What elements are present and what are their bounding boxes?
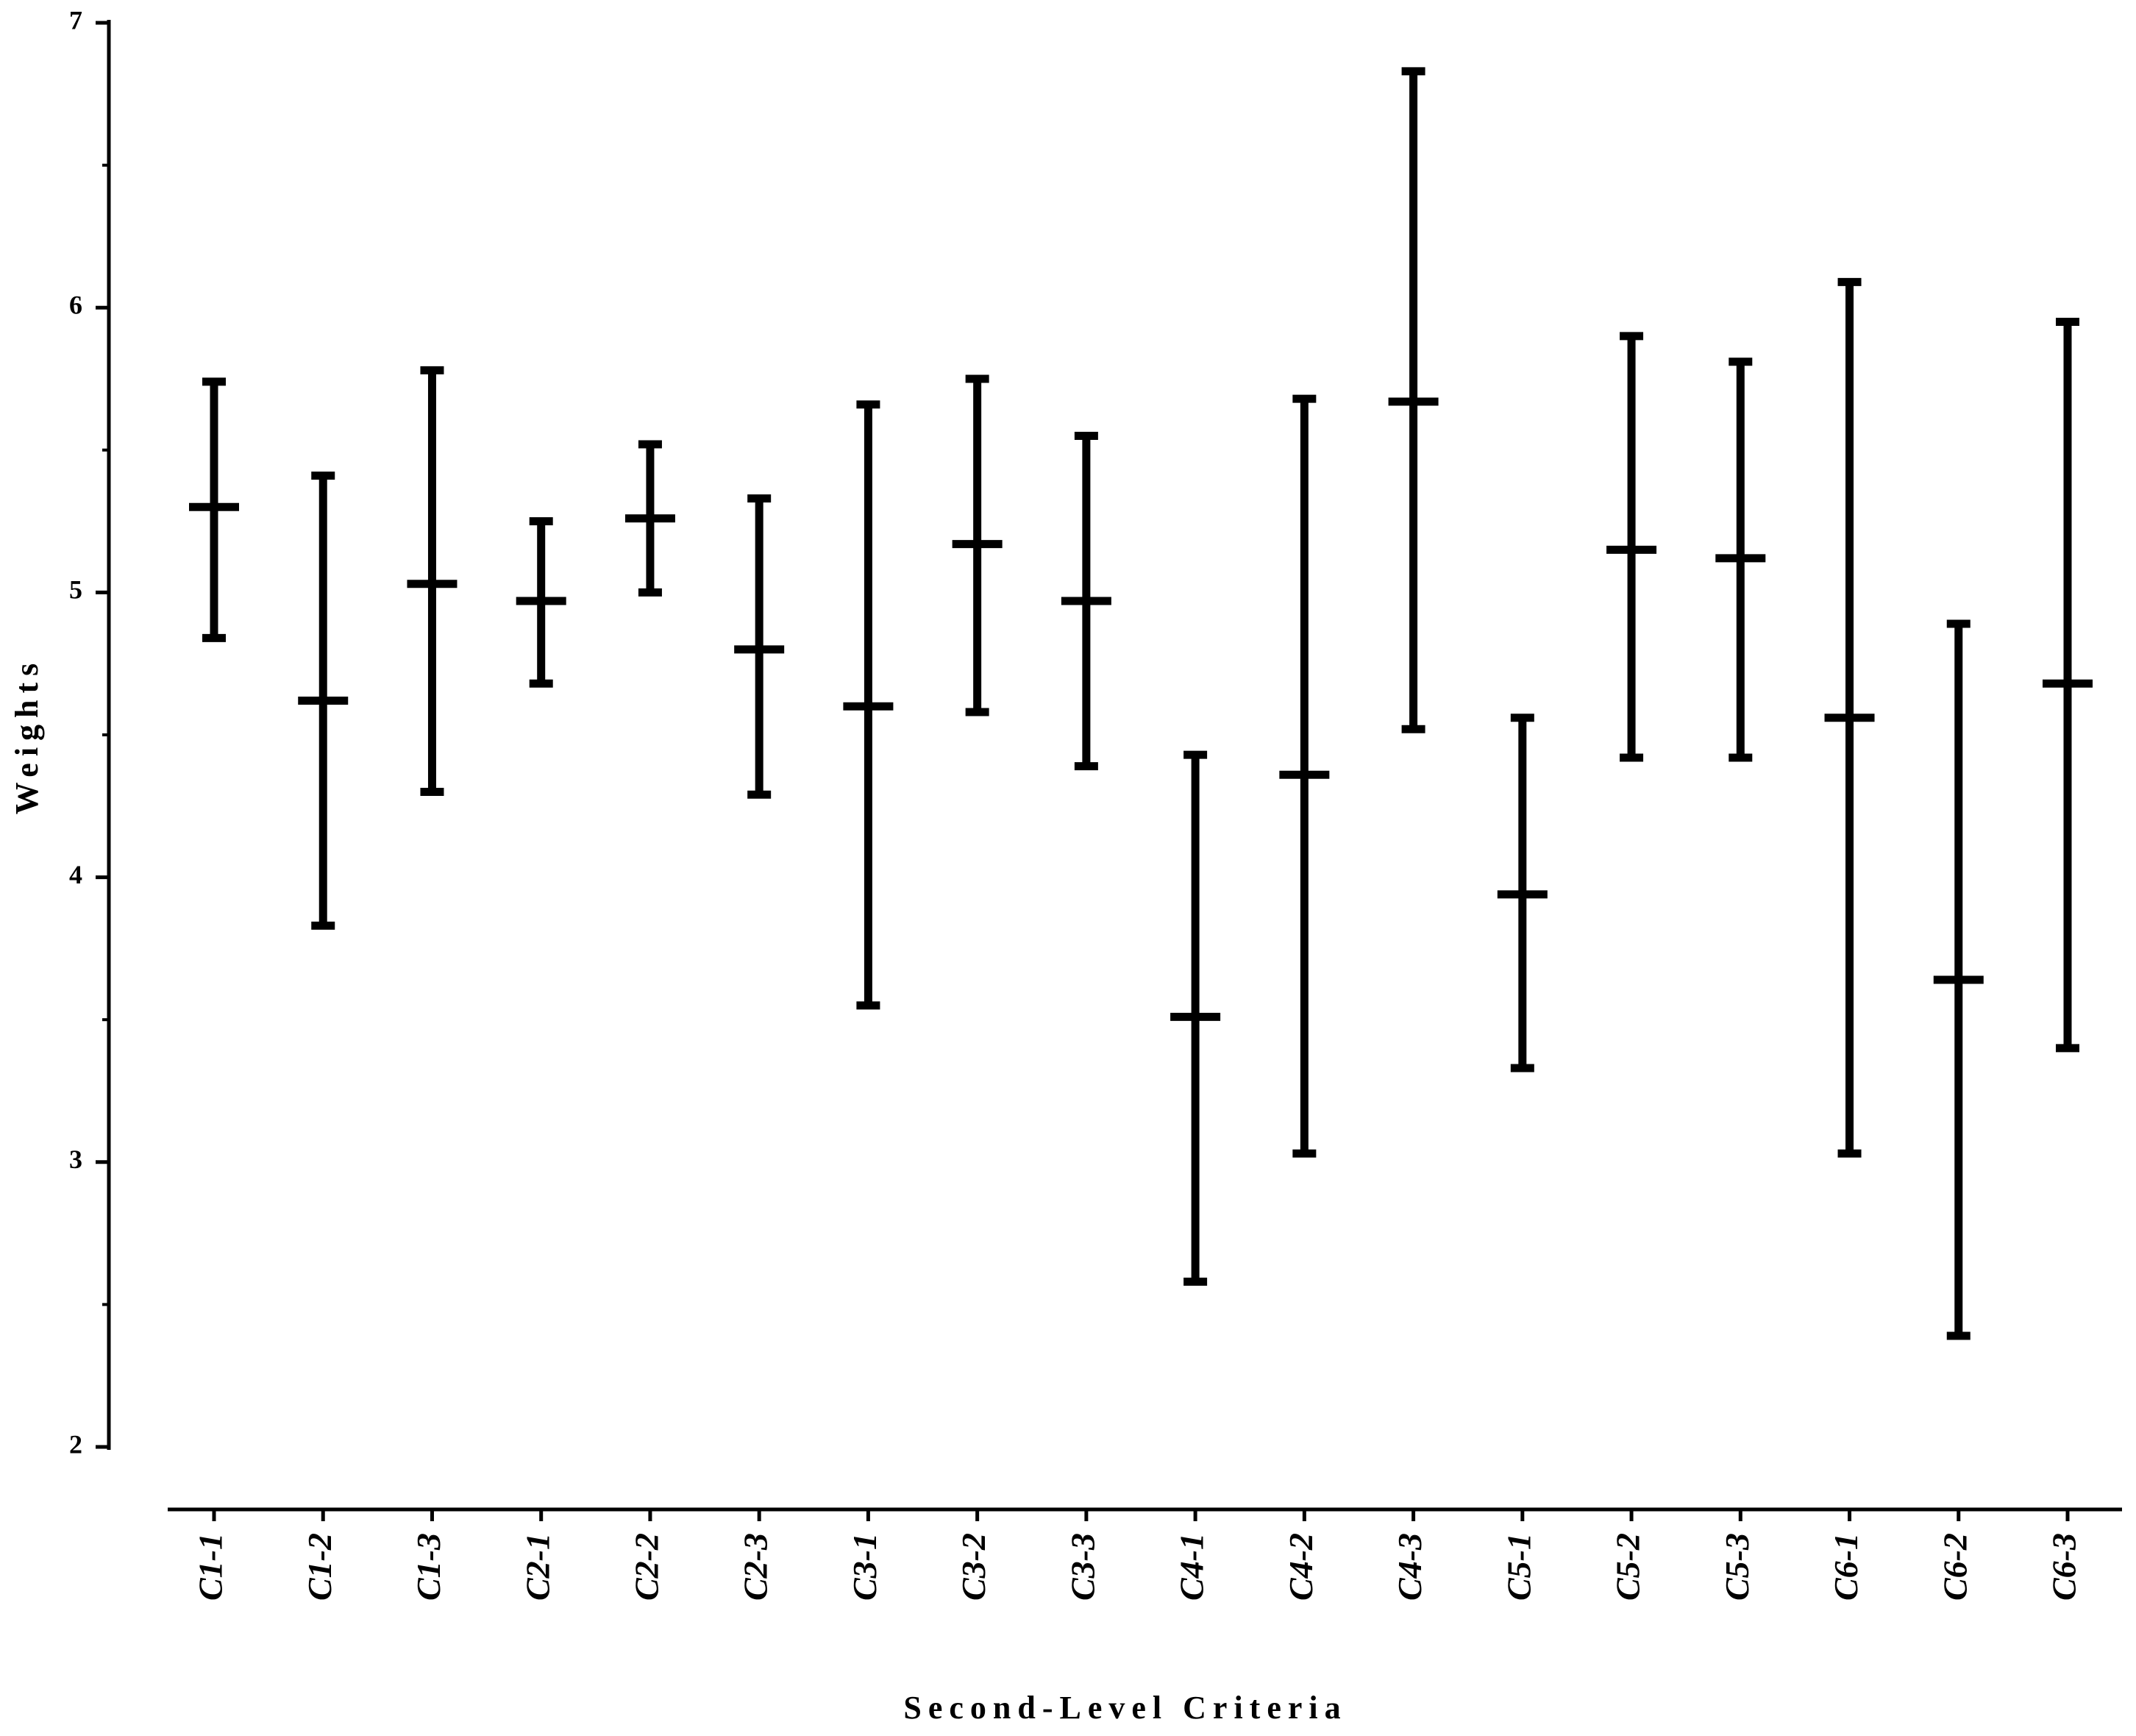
x-tick-label: C5-3 <box>1718 1533 1756 1601</box>
x-axis-title: Second-Level Criteria <box>903 1690 1347 1726</box>
x-tick-label: C5-1 <box>1500 1533 1537 1601</box>
x-tick-label: C4-1 <box>1173 1533 1211 1601</box>
x-tick-label: C2-3 <box>737 1533 775 1601</box>
x-tick-label: C4-3 <box>1391 1533 1428 1601</box>
x-tick-label: C2-2 <box>628 1533 666 1601</box>
x-tick-label: C5-2 <box>1609 1533 1647 1601</box>
x-tick-label: C4-2 <box>1282 1533 1320 1601</box>
x-tick-label: C3-1 <box>846 1533 883 1601</box>
y-tick-label: 3 <box>69 1145 82 1174</box>
y-tick-label: 4 <box>69 860 82 889</box>
y-tick-label: 2 <box>69 1429 82 1459</box>
x-tick-label: C1-3 <box>410 1533 447 1601</box>
x-tick-label: C1-1 <box>192 1533 229 1601</box>
y-axis-title: Weights <box>9 657 45 815</box>
y-tick-label: 7 <box>69 5 82 35</box>
x-tick-label: C6-1 <box>1827 1533 1865 1601</box>
x-tick-label: C3-3 <box>1064 1533 1101 1601</box>
y-tick-label: 6 <box>69 290 82 319</box>
x-tick-label: C6-3 <box>2046 1533 2083 1601</box>
x-tick-label: C2-1 <box>519 1533 556 1601</box>
x-tick-label: C1-2 <box>301 1533 338 1601</box>
x-tick-label: C6-2 <box>1936 1533 1973 1601</box>
y-tick-label: 5 <box>69 575 82 605</box>
x-tick-label: C3-2 <box>955 1533 992 1601</box>
